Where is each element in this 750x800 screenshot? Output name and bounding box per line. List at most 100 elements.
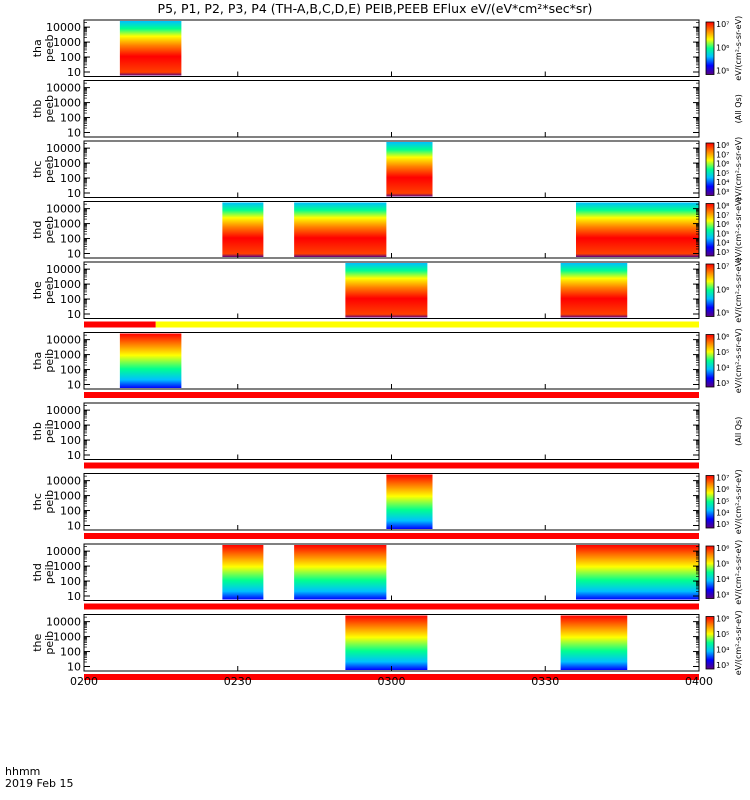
y-tick-label: 10000 [46, 404, 81, 417]
y-tick-label: 10 [67, 187, 81, 200]
y-tick-label: 1000 [53, 278, 81, 291]
y-tick-label: 1000 [53, 560, 81, 573]
status-bar-segment [84, 533, 699, 539]
colorbar-tick-label: 10⁵ [716, 309, 729, 318]
colorbar-tick-label: 10⁴ [716, 178, 729, 187]
y-tick-label: 100 [60, 575, 81, 588]
panel-thd-peib: 10 100 1000 10000 thdpeib 10³ 10⁴ 10⁵ 10⁶ eV/(cm²… [31, 540, 743, 605]
panel-thb-peib: 10 100 1000 10000 thbpeib (All Qs) [31, 402, 743, 462]
colorbar-label: (All Qs) [734, 417, 743, 446]
y-tick-label: 10000 [46, 334, 81, 347]
chart-title: P5, P1, P2, P3, P4 (TH-A,B,C,D,E) PEIB,P… [158, 1, 593, 16]
colorbar-tick-label: 10⁶ [716, 333, 729, 342]
y-tick-label: 100 [60, 112, 81, 125]
colorbar-tick-label: 10⁸ [716, 141, 729, 150]
x-tick-label: 0300 [378, 675, 406, 688]
y-tick-label: 1000 [53, 218, 81, 231]
y-tick-label: 100 [60, 505, 81, 518]
x-tick-label: 0230 [224, 675, 252, 688]
colorbar-tick-label: 10⁵ [716, 348, 729, 357]
y-tick-label: 10000 [46, 616, 81, 629]
colorbar-tick-label: 10⁴ [716, 508, 729, 517]
colorbar-tick-label: 10⁶ [716, 285, 729, 294]
colorbar-tick-label: 10⁷ [716, 262, 729, 271]
status-bar-segment [84, 462, 699, 469]
colorbar-label: eV/(cm²-s-sr-eV) [734, 137, 743, 202]
y-tick-label: 10 [67, 590, 81, 603]
spectrogram-interval [576, 545, 699, 600]
y-tick-label: 10000 [46, 203, 81, 216]
colorbar-label: eV/(cm²-s-sr-eV) [734, 258, 743, 323]
colorbar-tick-label: 10³ [716, 520, 729, 529]
y-tick-label: 100 [60, 434, 81, 447]
spectrogram-interval [345, 263, 428, 318]
colorbar-tick-label: 10⁴ [716, 239, 729, 248]
spectrogram-interval [386, 474, 433, 529]
x-tick-label: 0200 [70, 675, 98, 688]
y-tick-label: 10 [67, 126, 81, 139]
colorbar-tick-label: 10⁵ [716, 630, 729, 639]
colorbar [705, 21, 715, 75]
y-tick-label: 100 [60, 51, 81, 64]
y-tick-label: 1000 [53, 349, 81, 362]
y-tick-label: 1000 [53, 631, 81, 644]
spectrogram-interval [560, 263, 628, 318]
colorbar-tick-label: 10⁶ [716, 615, 729, 624]
spectrogram-interval [294, 202, 387, 257]
colorbar-tick-label: 10⁷ [716, 150, 729, 159]
colorbar [705, 616, 715, 670]
colorbar-tick-label: 10⁸ [716, 202, 729, 211]
y-tick-label: 10000 [46, 82, 81, 95]
colorbar-tick-label: 10⁴ [716, 364, 729, 373]
y-tick-label: 100 [60, 364, 81, 377]
colorbar-tick-label: 10³ [716, 661, 729, 670]
colorbar [705, 203, 715, 257]
colorbar [705, 142, 715, 196]
y-tick-label: 10 [67, 308, 81, 321]
status-bar-segment [84, 321, 156, 328]
colorbar-tick-label: 10⁵ [716, 560, 729, 569]
y-tick-label: 10 [67, 449, 81, 462]
panel-label: thdpeeb [31, 216, 56, 244]
spectrogram-interval [386, 142, 433, 197]
colorbar [705, 545, 715, 599]
panel-label: thcpeib [31, 490, 56, 514]
panel-label: thbpeib [31, 419, 56, 443]
y-tick-label: 10 [67, 66, 81, 79]
status-bar-segment [84, 603, 699, 610]
spectrogram-interval [576, 202, 699, 257]
y-tick-label: 1000 [53, 97, 81, 110]
spectrogram-interval [119, 333, 182, 388]
spectrogram-interval [222, 202, 264, 257]
footer-hhmm: hhmm [5, 765, 40, 778]
colorbar-tick-label: 10⁴ [716, 575, 729, 584]
colorbar-tick-label: 10⁵ [716, 169, 729, 178]
colorbar-label: eV/(cm²-s-sr-eV) [734, 610, 743, 675]
y-tick-label: 100 [60, 233, 81, 246]
y-tick-label: 100 [60, 293, 81, 306]
colorbar-label: eV/(cm²-s-sr-eV) [734, 540, 743, 605]
x-tick-label: 0400 [685, 675, 713, 688]
colorbar-label: eV/(cm²-s-sr-eV) [734, 197, 743, 262]
colorbar-tick-label: 10⁶ [716, 43, 729, 52]
colorbar-tick-label: 10³ [716, 379, 729, 388]
y-tick-label: 10000 [46, 545, 81, 558]
status-bar-segment [155, 321, 699, 328]
y-tick-label: 10 [67, 247, 81, 260]
x-axis: 0200 0230 0300 0330 0400 [70, 71, 713, 688]
y-tick-label: 1000 [53, 157, 81, 170]
panel-label: thdpeib [31, 560, 56, 584]
y-tick-label: 100 [60, 172, 81, 185]
y-tick-label: 10000 [46, 21, 81, 34]
status-bar-segment [84, 674, 699, 680]
y-tick-label: 1000 [53, 490, 81, 503]
panel-label: thcpeeb [31, 155, 56, 183]
panel-label: thepeib [31, 631, 56, 655]
